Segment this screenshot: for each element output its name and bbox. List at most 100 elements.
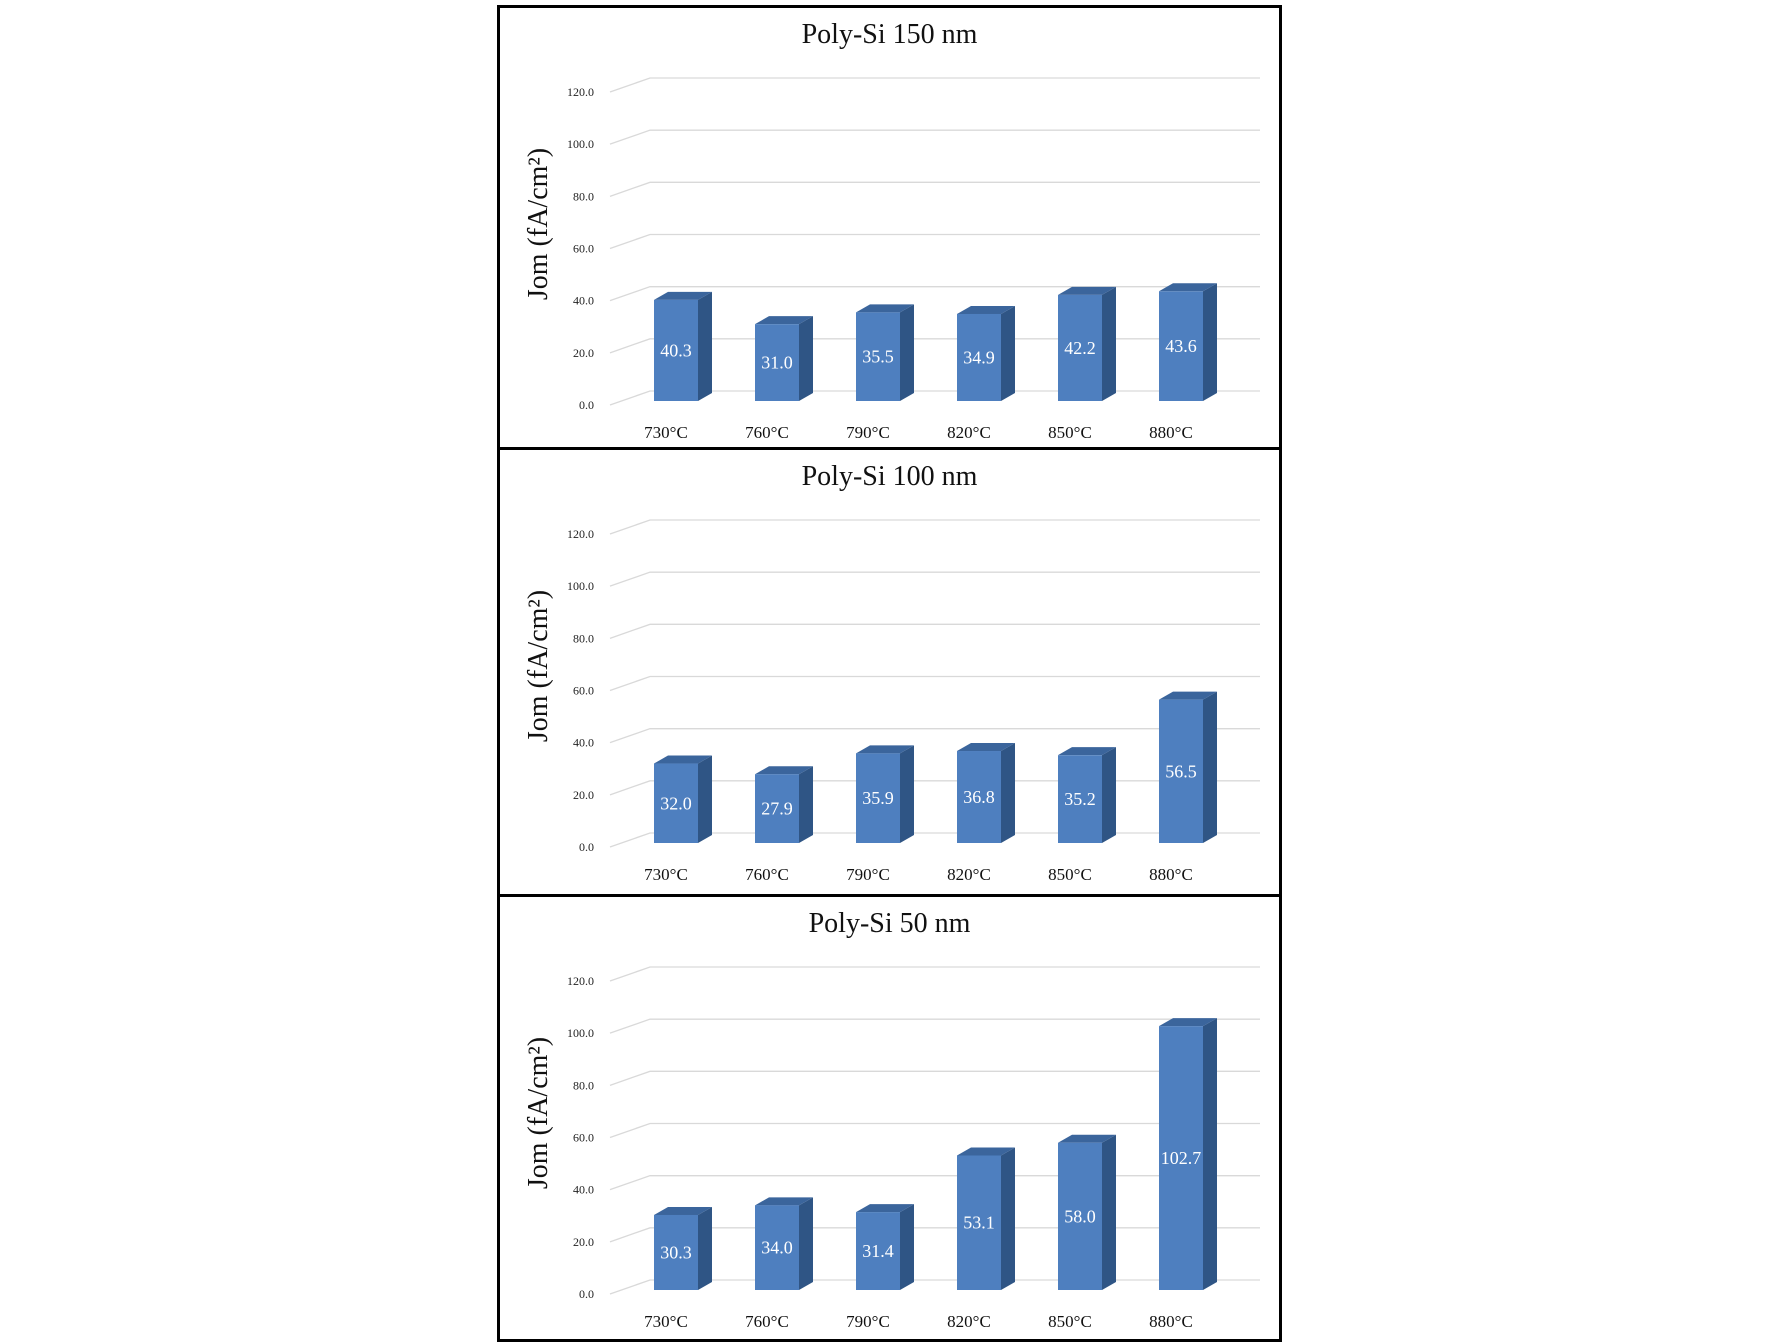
- data-label: 35.9: [862, 788, 894, 808]
- gridlines: [609, 966, 1260, 1295]
- bar: [1159, 1018, 1217, 1290]
- bar-side: [900, 745, 914, 843]
- bar: [755, 316, 813, 401]
- bar-side: [698, 1206, 712, 1290]
- bar-side: [799, 316, 813, 401]
- bar-front: [1159, 699, 1203, 843]
- gridline: [609, 181, 1260, 197]
- bar-top: [654, 291, 712, 300]
- bar: [957, 1147, 1015, 1290]
- bar-front: [654, 299, 698, 401]
- bar-chart-svg: 0.0 20.0 40.0 60.0 80.0 100.0 120.0 30.3 730°C 34…: [567, 966, 1260, 1331]
- bar-side: [1102, 747, 1116, 843]
- data-label: 32.0: [660, 793, 692, 813]
- category-label: 880°C: [1149, 1312, 1193, 1331]
- gridline: [609, 1227, 1260, 1243]
- bar-front: [1058, 755, 1102, 843]
- bar-top: [654, 1206, 712, 1215]
- y-tick-label: 100.0: [567, 137, 594, 151]
- data-label: 35.2: [1064, 789, 1096, 809]
- bar: [654, 291, 712, 401]
- data-label: 43.6: [1165, 336, 1197, 356]
- gridline: [609, 338, 1260, 354]
- y-tick-label: 60.0: [573, 1131, 594, 1145]
- category-label: 880°C: [1149, 865, 1193, 884]
- bar-front: [1159, 291, 1203, 401]
- y-tick-label: 20.0: [573, 1235, 594, 1249]
- y-tick-label: 0.0: [579, 398, 594, 412]
- bar: [856, 304, 914, 401]
- gridline: [609, 728, 1260, 744]
- bar-side: [900, 1204, 914, 1290]
- data-label: 34.0: [761, 1238, 793, 1258]
- category-label: 820°C: [947, 423, 991, 442]
- y-tick-label: 120.0: [567, 85, 594, 99]
- data-label: 53.1: [963, 1213, 995, 1233]
- bar: [755, 766, 813, 843]
- bar-top: [654, 755, 712, 764]
- data-label: 58.0: [1064, 1206, 1096, 1226]
- data-label: 30.3: [660, 1242, 692, 1262]
- bar: [856, 745, 914, 843]
- y-tick-label: 80.0: [573, 189, 594, 203]
- y-tick-label: 120.0: [567, 527, 594, 541]
- category-label: 850°C: [1048, 1312, 1092, 1331]
- chart-panel-100nm: Poly-Si 100 nm Jom (fA/cm²) 0.0 20.0 40.0 6…: [497, 450, 1282, 897]
- category-label: 730°C: [644, 423, 688, 442]
- category-label: 850°C: [1048, 865, 1092, 884]
- bar-side: [1203, 691, 1217, 843]
- y-tick-label: 40.0: [573, 294, 594, 308]
- bar-top: [755, 1197, 813, 1206]
- data-label: 40.3: [660, 340, 692, 360]
- y-tick-label: 0.0: [579, 1287, 594, 1301]
- y-tick-label: 60.0: [573, 242, 594, 256]
- gridline: [609, 129, 1260, 145]
- gridline: [609, 233, 1260, 250]
- gridline: [609, 286, 1260, 302]
- bar-side: [1203, 283, 1217, 401]
- bar-side: [1102, 1134, 1116, 1290]
- gridline: [609, 1175, 1260, 1191]
- gridline: [609, 832, 1260, 848]
- bar-side: [1001, 305, 1015, 401]
- gridline: [609, 77, 1260, 93]
- bar-front: [654, 763, 698, 843]
- data-label: 102.7: [1161, 1148, 1202, 1168]
- gridline: [609, 780, 1260, 796]
- bar-side: [799, 766, 813, 843]
- bar: [957, 743, 1015, 843]
- gridlines: [609, 519, 1260, 848]
- gridline: [609, 571, 1260, 587]
- category-label: 820°C: [947, 865, 991, 884]
- data-label: 42.2: [1064, 338, 1096, 358]
- category-label: 820°C: [947, 1312, 991, 1331]
- bar-side: [1001, 743, 1015, 843]
- bar-top: [957, 1147, 1015, 1156]
- chart-panel-150nm: Poly-Si 150 nm Jom (fA/cm²) 0.0 20.0 40.0 6…: [497, 5, 1282, 450]
- bar: [957, 305, 1015, 401]
- chart-title: Poly-Si 50 nm: [808, 908, 971, 939]
- category-label: 760°C: [745, 423, 789, 442]
- y-tick-label: 40.0: [573, 1183, 594, 1197]
- bar: [1058, 747, 1116, 843]
- bar-side: [1102, 286, 1116, 401]
- bar-front: [957, 751, 1001, 843]
- bar-top: [856, 304, 914, 313]
- bar: [755, 1197, 813, 1290]
- bar: [654, 755, 712, 843]
- y-tick-label: 100.0: [567, 1026, 594, 1040]
- category-label: 730°C: [644, 1312, 688, 1331]
- bar: [1058, 1134, 1116, 1290]
- data-label: 31.0: [761, 353, 793, 373]
- bar-front: [856, 1212, 900, 1290]
- gridline: [609, 1279, 1260, 1295]
- bar: [1159, 283, 1217, 401]
- category-label: 790°C: [846, 865, 890, 884]
- bar-side: [698, 291, 712, 401]
- bar-top: [1058, 747, 1116, 756]
- gridline: [609, 966, 1260, 982]
- bar-side: [900, 304, 914, 401]
- bar-side: [799, 1197, 813, 1290]
- chart-title: Poly-Si 150 nm: [801, 19, 978, 50]
- bar-top: [1058, 1134, 1116, 1143]
